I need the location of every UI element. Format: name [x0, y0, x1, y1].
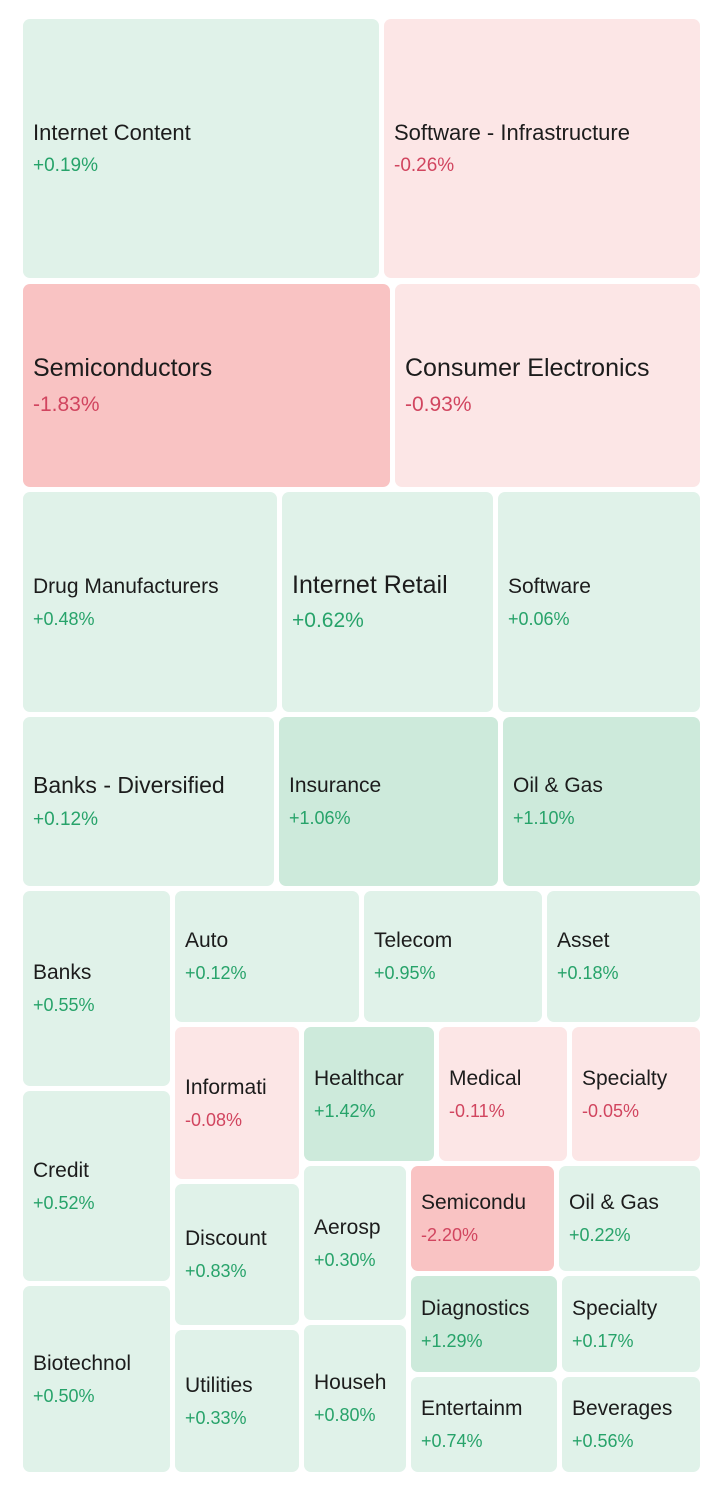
tile-change: +0.33% — [185, 1407, 247, 1428]
treemap-tile[interactable]: Healthcar +1.42% — [304, 1027, 434, 1161]
tile-label: Utilities — [185, 1373, 253, 1397]
treemap-tile[interactable]: Software - Infrastructure -0.26% — [384, 19, 700, 278]
tile-change: +0.12% — [185, 963, 247, 984]
tile-label: Semicondu — [421, 1191, 527, 1215]
treemap-tile[interactable]: Discount +0.83% — [175, 1184, 299, 1325]
tile-change: +0.80% — [314, 1405, 376, 1426]
tile-label: Software — [508, 574, 591, 598]
tile-change: -1.83% — [33, 392, 100, 416]
tile-change: +0.30% — [314, 1249, 376, 1270]
tile-label: Telecom — [374, 929, 453, 953]
tile-label: Banks — [33, 961, 92, 985]
treemap-tile[interactable]: Banks - Diversified +0.12% — [23, 717, 274, 886]
treemap-tile[interactable]: Internet Content +0.19% — [23, 19, 379, 278]
treemap-tile[interactable]: Utilities +0.33% — [175, 1330, 299, 1472]
treemap-tile[interactable]: Informati -0.08% — [175, 1027, 299, 1179]
treemap-tile[interactable]: Drug Manufacturers +0.48% — [23, 492, 277, 712]
treemap-tile[interactable]: Entertainm +0.74% — [411, 1377, 557, 1472]
treemap-tile[interactable]: Asset +0.18% — [547, 891, 700, 1022]
treemap-tile[interactable]: Specialty +0.17% — [562, 1276, 700, 1372]
tile-label: Beverages — [572, 1397, 673, 1421]
treemap-tile[interactable]: Consumer Electronics -0.93% — [395, 284, 700, 487]
tile-label: Drug Manufacturers — [33, 574, 219, 598]
treemap-tile[interactable]: Househ +0.80% — [304, 1325, 406, 1472]
tile-label: Internet Content — [33, 119, 191, 145]
tile-label: Informati — [185, 1075, 267, 1099]
tile-change: +1.10% — [513, 808, 575, 829]
tile-label: Internet Retail — [292, 570, 448, 599]
tile-label: Asset — [557, 929, 610, 953]
treemap-tile[interactable]: Auto +0.12% — [175, 891, 359, 1022]
tile-change: +0.12% — [33, 808, 98, 830]
tile-change: +0.95% — [374, 963, 436, 984]
tile-change: +0.22% — [569, 1225, 631, 1246]
tile-change: +0.62% — [292, 609, 364, 633]
treemap-tile[interactable]: Semiconductors -1.83% — [23, 284, 390, 487]
treemap-tile[interactable]: Specialty -0.05% — [572, 1027, 700, 1161]
tile-label: Aerosp — [314, 1215, 381, 1239]
treemap-tile[interactable]: Medical -0.11% — [439, 1027, 567, 1161]
tile-change: +0.18% — [557, 963, 619, 984]
tile-label: Credit — [33, 1158, 90, 1182]
tile-label: Insurance — [289, 774, 382, 798]
tile-label: Software - Infrastructure — [394, 119, 630, 145]
treemap-tile[interactable]: Insurance +1.06% — [279, 717, 498, 886]
tile-label: Banks - Diversified — [33, 772, 225, 799]
tile-change: +0.17% — [572, 1330, 634, 1351]
tile-label: Healthcar — [314, 1066, 404, 1090]
tile-change: +0.06% — [508, 608, 570, 629]
tile-change: +0.74% — [421, 1431, 483, 1452]
tile-change: +0.19% — [33, 155, 98, 177]
tile-label: Consumer Electronics — [405, 354, 650, 383]
tile-change: -0.08% — [185, 1109, 243, 1130]
tile-label: Oil & Gas — [569, 1191, 659, 1215]
treemap-tile[interactable]: Telecom +0.95% — [364, 891, 542, 1022]
tile-change: +0.56% — [572, 1431, 634, 1452]
tile-label: Semiconductors — [33, 354, 213, 383]
tile-change: -2.20% — [421, 1225, 479, 1246]
tile-label: Biotechnol — [33, 1351, 132, 1375]
tile-label: Specialty — [572, 1296, 658, 1320]
tile-label: Oil & Gas — [513, 774, 603, 798]
tile-change: +0.83% — [185, 1261, 247, 1282]
tile-change: +0.52% — [33, 1192, 95, 1213]
tile-change: +0.48% — [33, 608, 95, 629]
treemap-tile[interactable]: Oil & Gas +0.22% — [559, 1166, 700, 1271]
tile-change: -0.05% — [582, 1100, 640, 1121]
tile-change: +1.06% — [289, 808, 351, 829]
treemap-tile[interactable]: Biotechnol +0.50% — [23, 1286, 170, 1472]
treemap-tile[interactable]: Credit +0.52% — [23, 1091, 170, 1281]
treemap-tile[interactable]: Semicondu -2.20% — [411, 1166, 554, 1271]
treemap-tile[interactable]: Internet Retail +0.62% — [282, 492, 493, 712]
tile-label: Entertainm — [421, 1397, 523, 1421]
treemap-tile[interactable]: Software +0.06% — [498, 492, 700, 712]
tile-label: Specialty — [582, 1066, 668, 1090]
tile-label: Auto — [185, 929, 229, 953]
tile-label: Discount — [185, 1227, 267, 1251]
treemap-tile[interactable]: Beverages +0.56% — [562, 1377, 700, 1472]
tile-label: Medical — [449, 1066, 522, 1090]
treemap-tile[interactable]: Banks +0.55% — [23, 891, 170, 1086]
tile-change: -0.93% — [405, 392, 472, 416]
treemap-tile[interactable]: Aerosp +0.30% — [304, 1166, 406, 1320]
tile-change: +0.50% — [33, 1385, 95, 1406]
tile-change: +1.42% — [314, 1100, 376, 1121]
treemap-tile[interactable]: Diagnostics +1.29% — [411, 1276, 557, 1372]
tile-label: Househ — [314, 1371, 387, 1395]
tile-label: Diagnostics — [421, 1296, 530, 1320]
tile-change: -0.11% — [449, 1100, 505, 1121]
tile-change: +1.29% — [421, 1330, 483, 1351]
tile-change: -0.26% — [394, 155, 455, 177]
tile-change: +0.55% — [33, 995, 95, 1016]
treemap-tile[interactable]: Oil & Gas +1.10% — [503, 717, 700, 886]
